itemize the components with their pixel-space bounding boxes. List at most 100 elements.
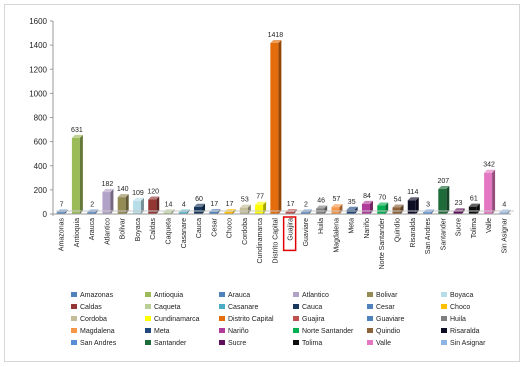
y-tick-label: 400 <box>34 162 48 171</box>
bar-front <box>117 197 126 214</box>
legend-label: Cauca <box>302 304 322 311</box>
legend-swatch <box>71 316 77 321</box>
legend-item: Risaralda <box>441 328 480 335</box>
bar-cundinamarca <box>255 201 267 214</box>
category-label: Magdalena <box>333 218 340 253</box>
legend-label: Distrito Capital <box>228 316 274 323</box>
legend-item: Cordoba <box>71 316 107 323</box>
bar-caldas <box>148 196 160 214</box>
bar-front <box>132 200 141 214</box>
legend-label: Magdalena <box>80 328 115 335</box>
legend-item: Magdalena <box>71 328 115 335</box>
bar-sin-asignar <box>499 209 511 214</box>
bar-tolima <box>468 203 480 214</box>
category-label: Sin Asignar <box>501 217 508 253</box>
legend-swatch <box>367 292 373 297</box>
category-label: Risaralda <box>410 218 417 248</box>
legend-swatch <box>293 340 299 345</box>
legend-swatch <box>71 340 77 345</box>
legend-item: Norte Santander <box>293 328 354 335</box>
bar-santander <box>438 186 450 214</box>
bar-top <box>392 204 404 208</box>
legend-swatch <box>145 340 151 345</box>
legend: Amazonas Antioquia Arauca Atlantico Bolivar B… <box>71 292 486 347</box>
y-tick-label: 1000 <box>29 89 47 98</box>
data-label: 114 <box>407 189 418 196</box>
data-label: 17 <box>210 201 218 208</box>
legend-item: Santander <box>145 340 187 347</box>
legend-label: Huila <box>450 316 466 323</box>
category-label: San Andres <box>425 218 432 255</box>
legend-swatch <box>441 292 447 297</box>
y-tick-label: 1200 <box>29 65 47 74</box>
bar-cauca <box>194 203 206 214</box>
category-label: Meta <box>349 218 356 234</box>
legend-swatch <box>219 304 225 309</box>
legend-item: Guaviare <box>367 316 405 323</box>
bar-front <box>56 212 65 214</box>
legend-label: Caldas <box>80 304 102 311</box>
legend-label: Nariño <box>228 328 249 335</box>
legend-item: Choco <box>441 304 470 311</box>
bar-boyaca <box>132 197 144 214</box>
legend-swatch <box>71 292 77 297</box>
y-axis: 0 200 400 600 800 1000 1200 1400 1600 <box>29 17 54 219</box>
legend-swatch <box>219 316 225 321</box>
bar-amazonas <box>56 209 68 214</box>
data-label: 57 <box>333 196 341 203</box>
bar-front <box>438 189 447 214</box>
legend-item: Cesar <box>367 304 395 311</box>
legend-label: Arauca <box>228 292 250 299</box>
legend-item: Guajira <box>293 316 325 323</box>
bar-casanare <box>178 209 190 214</box>
data-label: 23 <box>455 200 463 207</box>
bar-top <box>438 186 450 190</box>
legend-label: Sucre <box>228 340 246 347</box>
bar-side <box>79 134 83 214</box>
legend-label: Meta <box>154 328 170 335</box>
bar-arauca <box>87 209 99 214</box>
bar-guaviare <box>300 209 312 214</box>
data-label: 4 <box>182 202 186 209</box>
data-label: 342 <box>483 162 495 169</box>
bar-top <box>194 203 206 207</box>
legend-swatch <box>145 316 151 321</box>
legend-item: Arauca <box>219 292 250 299</box>
bar-atlantico <box>102 189 114 214</box>
legend-item: Cauca <box>293 304 322 311</box>
category-label: Cauca <box>196 218 203 238</box>
bar-top <box>453 208 465 212</box>
category-label: Atlantico <box>104 218 111 245</box>
chart-frame: 0 200 400 600 800 1000 1200 1400 1600 7 631 2 182 14… <box>4 4 520 362</box>
bar-top <box>270 39 282 43</box>
bar-quindio <box>392 204 404 214</box>
data-label: 17 <box>287 201 295 208</box>
bar-front <box>484 172 493 214</box>
legend-label: Cundinamarca <box>154 316 200 323</box>
bar-front <box>224 211 233 214</box>
bar-front <box>346 209 355 214</box>
bar-top <box>407 197 419 201</box>
bar-side <box>400 204 404 214</box>
y-tick-label: 800 <box>34 114 48 123</box>
bar-top <box>148 196 160 200</box>
legend-label: Santander <box>154 340 187 347</box>
data-label: 4 <box>502 202 506 209</box>
bar-front <box>361 203 370 214</box>
legend-label: Caqueta <box>154 304 181 311</box>
legend-item: Atlantico <box>293 292 329 299</box>
bar-side <box>247 204 251 214</box>
bar-top <box>361 200 373 204</box>
legend-item: Tolima <box>293 340 322 347</box>
legend-label: Bolivar <box>376 292 398 299</box>
bar-side <box>415 197 419 214</box>
bar-side <box>140 197 144 214</box>
bar-risaralda <box>407 197 419 214</box>
bar-front <box>163 212 172 214</box>
data-label: 120 <box>147 189 159 196</box>
legend-swatch <box>367 340 373 345</box>
legend-item: Quindio <box>367 328 400 335</box>
bar-side <box>324 205 328 214</box>
legend-swatch <box>293 328 299 333</box>
bar-top <box>468 203 480 207</box>
